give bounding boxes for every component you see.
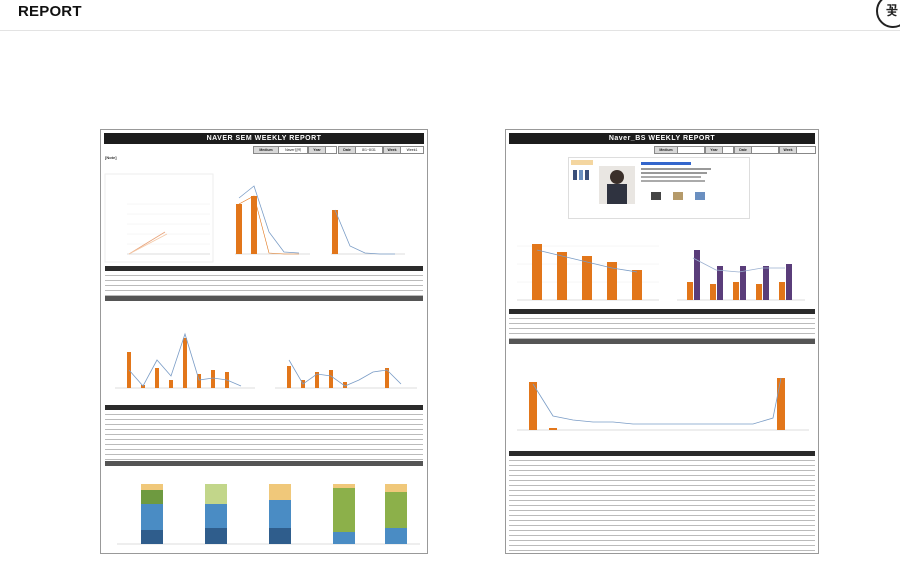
week-label: Week <box>779 146 797 154</box>
table-row <box>509 491 815 496</box>
table-row <box>105 440 423 445</box>
campaign-table-total <box>105 461 423 466</box>
table-row <box>105 276 423 281</box>
report-title: NAVER SEM WEEKLY REPORT <box>104 133 424 144</box>
table-row <box>105 281 423 286</box>
medium-value <box>677 146 705 154</box>
campaign-charts <box>115 332 417 389</box>
medium-value: Naver검색 <box>278 146 308 154</box>
year-label: Year <box>705 146 723 154</box>
table-row <box>509 536 815 541</box>
table-row <box>509 486 815 491</box>
table-row <box>105 271 423 276</box>
table-row <box>509 541 815 546</box>
table-row <box>105 425 423 430</box>
page-title: REPORT <box>18 3 82 20</box>
table-row <box>105 450 423 455</box>
note-label: [Note] <box>105 155 117 160</box>
date-label: Date <box>338 146 356 154</box>
page-header: REPORT 꽃 <box>0 0 900 31</box>
table-row <box>509 516 815 521</box>
date-value: 8/1~8/31 <box>355 146 383 154</box>
table-row <box>509 511 815 516</box>
table-row <box>509 456 815 461</box>
report-thumbnail-naver-bs[interactable]: Naver_BS WEEKLY REPORT Medium Year Date … <box>505 129 819 554</box>
table-row <box>509 501 815 506</box>
report-thumbnail-naver-sem[interactable]: NAVER SEM WEEKLY REPORT Medium Naver검색 Y… <box>100 129 428 554</box>
week-value <box>796 146 816 154</box>
year-value <box>325 146 337 154</box>
campaign-chart <box>517 377 809 431</box>
table-row <box>509 531 815 536</box>
table-row <box>509 334 815 339</box>
weekly-charts <box>104 173 405 263</box>
table-row <box>105 445 423 450</box>
table-row <box>509 471 815 476</box>
ad-creative-preview <box>568 157 750 219</box>
report-title: Naver_BS WEEKLY REPORT <box>509 133 815 144</box>
table-row <box>105 430 423 435</box>
brand-badge <box>571 160 593 165</box>
table-row <box>105 435 423 440</box>
table-row <box>509 506 815 511</box>
table-row <box>509 526 815 531</box>
table-row <box>105 286 423 291</box>
weekly-table-total <box>105 296 423 301</box>
weekly-charts <box>517 244 805 301</box>
table-row <box>105 415 423 420</box>
weekly-table-header <box>105 266 423 271</box>
table-row <box>509 496 815 501</box>
week-label: Week <box>383 146 401 154</box>
table-row <box>105 455 423 460</box>
table-row <box>105 291 423 296</box>
table-row <box>509 324 815 329</box>
bar-chart-2 <box>331 209 405 255</box>
table-row <box>509 481 815 486</box>
table-row <box>509 476 815 481</box>
campaign-table-header <box>105 405 423 410</box>
bar-chart-1 <box>235 185 310 255</box>
campaign-table-header <box>509 451 815 456</box>
year-label: Year <box>308 146 326 154</box>
week-value: Week1 <box>400 146 424 154</box>
table-row <box>509 314 815 319</box>
spokesperson-image <box>599 166 635 204</box>
date-label: Date <box>734 146 752 154</box>
date-value <box>751 146 779 154</box>
stacked-share-chart <box>117 484 420 545</box>
brand-logo-icon: 꽃 <box>876 0 900 28</box>
table-row <box>509 461 815 466</box>
table-row <box>509 546 815 551</box>
medium-label: Medium <box>654 146 678 154</box>
table-row <box>509 521 815 526</box>
table-row <box>509 329 815 334</box>
medium-label: Medium <box>253 146 279 154</box>
table-row <box>509 466 815 471</box>
weekly-table-total <box>509 339 815 344</box>
weekly-table-header <box>509 309 815 314</box>
year-value <box>722 146 734 154</box>
table-row <box>509 319 815 324</box>
table-row <box>105 420 423 425</box>
table-row <box>105 410 423 415</box>
